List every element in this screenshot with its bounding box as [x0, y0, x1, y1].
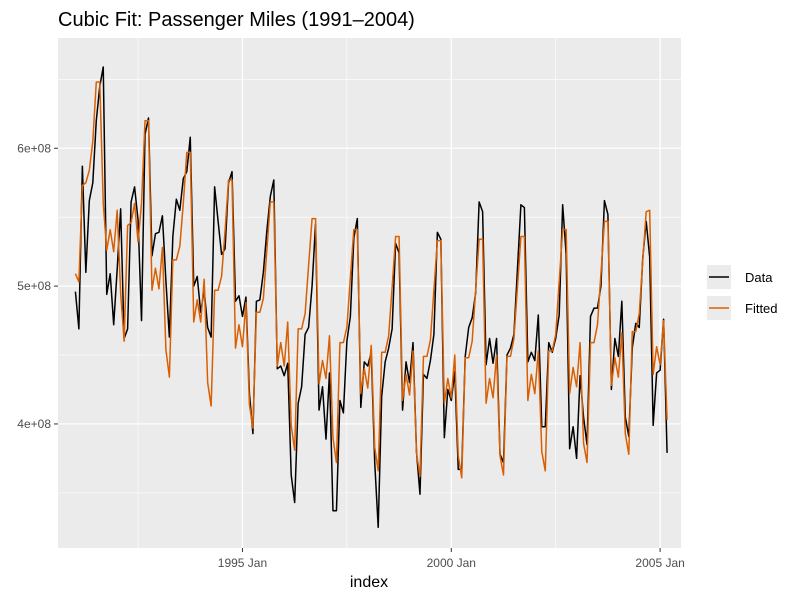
y-tick-label: 5e+08	[17, 279, 51, 293]
x-tick-label: 2000 Jan	[427, 556, 476, 570]
plot-panel	[58, 38, 681, 548]
y-axis: 4e+08 5e+08 6e+08	[17, 141, 58, 431]
legend-label-fitted: Fitted	[745, 301, 778, 316]
x-tick-label: 1995 Jan	[218, 556, 267, 570]
chart-title: Cubic Fit: Passenger Miles (1991–2004)	[58, 9, 415, 31]
x-axis-title: index	[350, 574, 388, 591]
legend-label-data: Data	[745, 270, 773, 285]
x-axis: 1995 Jan 2000 Jan 2005 Jan	[218, 548, 685, 570]
series-line-fitted	[74, 81, 668, 479]
y-tick-label: 6e+08	[17, 141, 51, 155]
y-tick-label: 4e+08	[17, 417, 51, 431]
grid-major	[58, 38, 681, 548]
legend: Data Fitted	[707, 265, 778, 320]
series-layer	[74, 66, 668, 529]
x-tick-label: 2005 Jan	[635, 556, 684, 570]
